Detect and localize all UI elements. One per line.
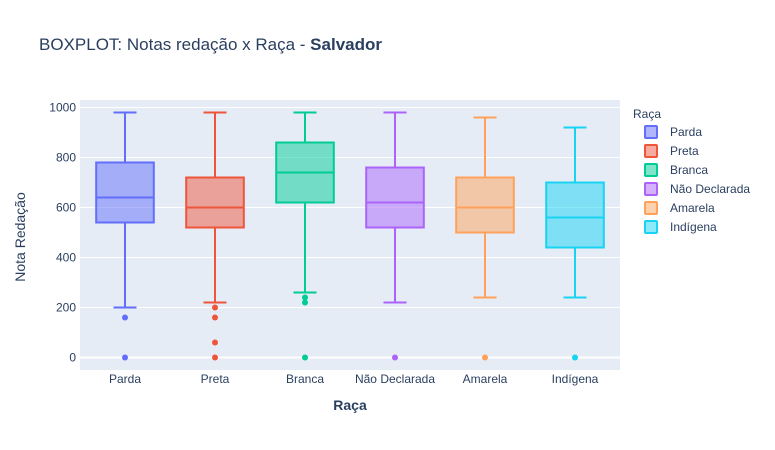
legend-swatch: [644, 220, 658, 234]
legend-label: Indígena: [670, 220, 717, 234]
outlier-point: [302, 354, 308, 361]
legend-swatch: [644, 163, 658, 177]
y-tick-label: 800: [56, 151, 76, 165]
x-tick-label: Indígena: [552, 372, 599, 386]
box-4[interactable]: [365, 111, 425, 361]
plot-area: [80, 100, 620, 370]
outlier-point: [482, 354, 488, 361]
outlier-point: [122, 314, 128, 321]
x-tick-label: Não Declarada: [355, 372, 435, 386]
x-tick-label: Amarela: [463, 372, 508, 386]
legend-item[interactable]: Branca: [644, 163, 708, 177]
chart-title: BOXPLOT: Notas redação x Raça - Salvador: [39, 35, 382, 54]
outlier-point: [212, 339, 218, 346]
y-tick-label: 600: [56, 201, 76, 215]
iqr-box: [95, 161, 155, 224]
legend-label: Preta: [670, 144, 699, 158]
legend-item[interactable]: Não Declarada: [644, 182, 750, 196]
outlier-point: [572, 354, 578, 361]
legend-label: Branca: [670, 163, 708, 177]
legend-title: Raça: [633, 107, 661, 121]
outlier-point: [212, 314, 218, 321]
legend-item[interactable]: Preta: [644, 144, 699, 158]
box-3[interactable]: [275, 111, 335, 361]
x-axis-title: Raça: [333, 397, 367, 413]
iqr-box: [185, 176, 245, 229]
x-tick-label: Preta: [201, 372, 230, 386]
legend-swatch: [644, 182, 658, 196]
y-tick-label: 0: [69, 351, 76, 365]
iqr-box: [545, 181, 605, 249]
y-axis-title: Nota Redação: [12, 192, 28, 282]
outlier-point: [122, 354, 128, 361]
legend-swatch: [644, 144, 658, 158]
legend-label: Não Declarada: [670, 182, 750, 196]
outlier-point: [302, 294, 308, 301]
legend-item[interactable]: Indígena: [644, 220, 717, 234]
box-6[interactable]: [545, 126, 605, 361]
outlier-point: [392, 354, 398, 361]
outlier-point: [212, 354, 218, 361]
box-5[interactable]: [455, 116, 515, 361]
legend-swatch: [644, 201, 658, 215]
grid-lines: [80, 107, 620, 359]
iqr-box: [365, 166, 425, 229]
outlier-point: [212, 304, 218, 311]
outlier-point: [302, 299, 308, 306]
legend-label: Parda: [670, 125, 702, 139]
y-tick-label: 1000: [49, 101, 76, 115]
box-series: [95, 111, 605, 361]
y-tick-label: 400: [56, 251, 76, 265]
x-tick-label: Branca: [286, 372, 324, 386]
legend-item[interactable]: Amarela: [644, 201, 715, 215]
y-axis-ticks: 0 200 400 600 800 1000: [49, 101, 76, 365]
box-1[interactable]: [95, 111, 155, 361]
y-tick-label: 200: [56, 301, 76, 315]
x-axis-ticks: Parda Preta Branca Não Declarada Amarela Indí…: [109, 372, 599, 386]
box-2[interactable]: [185, 111, 245, 361]
x-tick-label: Parda: [109, 372, 141, 386]
legend-label: Amarela: [670, 201, 715, 215]
iqr-box: [455, 176, 515, 234]
legend-item[interactable]: Parda: [644, 125, 702, 139]
legend-swatch: [644, 125, 658, 139]
legend[interactable]: Raça Parda Preta Branca Não Declarada Amarel…: [633, 107, 750, 234]
